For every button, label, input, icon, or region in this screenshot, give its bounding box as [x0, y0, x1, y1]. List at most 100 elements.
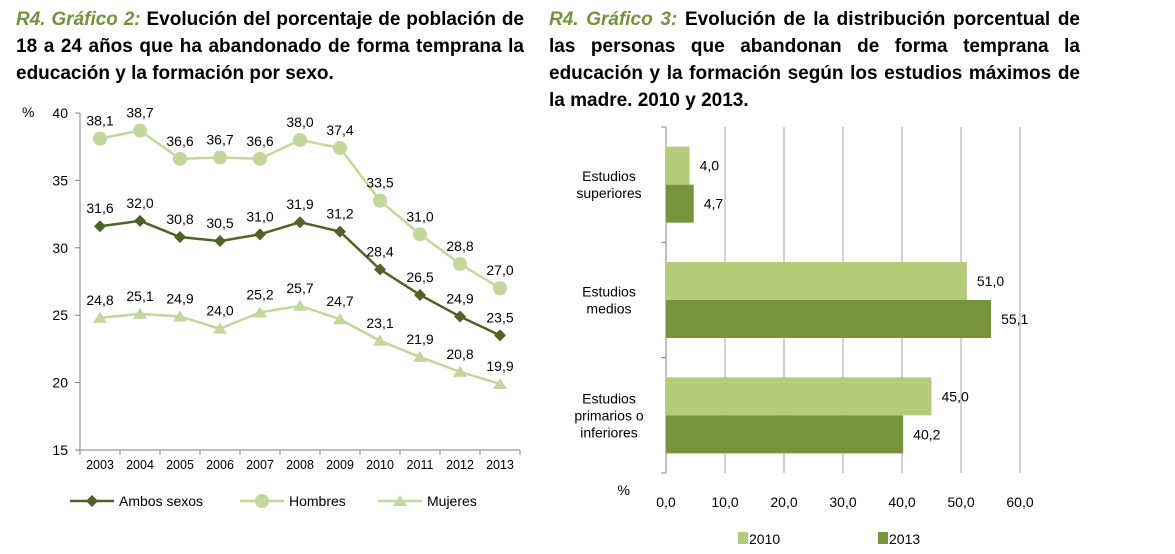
chart-1-title-tag: R4. Gráfico 2:: [16, 9, 141, 30]
point-ambos: [494, 329, 506, 342]
legend-swatch: [878, 532, 888, 544]
point-hombres: [373, 193, 387, 208]
data-label-hombres: 28,8: [446, 238, 473, 254]
point-hombres: [293, 132, 307, 147]
category-label: primarios o: [574, 407, 643, 423]
data-label-2010: 45,0: [942, 388, 969, 404]
line-chart: % 15 20 25 30 35 40 2003 2004 2005 2006 2007 2008 200…: [22, 104, 521, 509]
x-tick-label: 2004: [126, 458, 154, 472]
point-mujeres: [493, 377, 507, 389]
point-hombres: [253, 151, 267, 166]
data-label-mujeres: 24,7: [326, 293, 353, 309]
data-label-mujeres: 24,8: [86, 292, 113, 308]
chart-2-title-tag: R4. Gráfico 3:: [549, 9, 678, 30]
x-tick-label: 2008: [286, 458, 314, 472]
x-tick-label: 30,0: [829, 494, 856, 510]
data-label-ambos: 24,9: [446, 291, 473, 307]
point-mujeres: [333, 313, 347, 325]
data-label-hombres: 38,7: [126, 105, 153, 121]
data-label-hombres: 31,0: [406, 208, 433, 224]
y-tick-label: 15: [52, 442, 68, 458]
point-ambos: [334, 225, 346, 238]
data-label-mujeres: 25,7: [286, 280, 313, 296]
legend-label: 2010: [749, 531, 780, 547]
point-mujeres: [93, 311, 107, 323]
data-label-mujeres: 19,9: [486, 358, 513, 374]
data-label-2013: 4,7: [704, 196, 724, 212]
y-axis-label: %: [22, 104, 34, 120]
point-mujeres: [253, 306, 267, 318]
category-label: medios: [586, 301, 631, 317]
x-tick-label: 2003: [86, 458, 114, 472]
category-label: Estudios: [582, 168, 636, 184]
data-label-hombres: 38,0: [286, 114, 313, 130]
data-label-ambos: 32,0: [126, 195, 153, 211]
legend-item-2013: 2013: [878, 531, 920, 547]
data-label-mujeres: 21,9: [406, 331, 433, 347]
data-label-hombres: 37,4: [326, 122, 353, 138]
data-label-mujeres: 24,0: [206, 303, 233, 319]
point-ambos: [374, 263, 386, 276]
x-tick-label: 2007: [246, 458, 274, 472]
data-label-ambos: 31,9: [286, 196, 313, 212]
legend-item-hombres: Hombres: [240, 493, 346, 509]
data-label-hombres: 36,7: [206, 131, 233, 147]
category-label: inferiores: [580, 424, 638, 440]
y-tick-label: 30: [52, 240, 68, 256]
point-hombres: [413, 227, 427, 242]
data-label-hombres: 36,6: [246, 133, 273, 149]
data-label-ambos: 30,8: [166, 211, 193, 227]
point-ambos: [94, 220, 106, 233]
x-tick-label: 0,0: [656, 494, 676, 510]
point-hombres: [173, 151, 187, 166]
point-hombres: [453, 256, 467, 271]
x-tick-label: 50,0: [947, 494, 974, 510]
data-label-mujeres: 24,9: [166, 291, 193, 307]
x-tick-label: 20,0: [770, 494, 797, 510]
data-label-2010: 51,0: [977, 273, 1004, 289]
x-tick-label: 2005: [166, 458, 194, 472]
point-ambos: [214, 235, 226, 248]
x-tick-label: 2012: [446, 458, 474, 472]
point-ambos: [174, 231, 186, 244]
series-line-mujeres: [99, 304, 501, 386]
data-label-mujeres: 23,1: [366, 315, 393, 331]
legend-marker: [393, 495, 407, 506]
point-mujeres: [133, 307, 147, 319]
point-ambos: [454, 310, 466, 323]
legend-marker: [255, 494, 269, 508]
point-hombres: [333, 141, 347, 156]
point-ambos: [294, 216, 306, 229]
chart-1-title: R4. Gráfico 2: Evolución del porcentaje …: [16, 6, 524, 87]
data-label-hombres: 33,5: [366, 175, 393, 191]
legend-label: 2013: [889, 531, 920, 547]
data-label-hombres: 36,6: [166, 133, 193, 149]
point-mujeres: [453, 365, 467, 377]
x-tick-label: 10,0: [711, 494, 738, 510]
x-tick-label: 2009: [326, 458, 354, 472]
point-ambos: [134, 214, 146, 227]
y-tick-label: 20: [52, 375, 68, 391]
y-tick-label: 25: [52, 307, 68, 323]
x-tick-label: 2013: [486, 458, 514, 472]
point-mujeres: [373, 334, 387, 346]
legend-swatch: [738, 532, 748, 544]
legend-item-ambos: Ambos sexos: [70, 493, 203, 509]
data-label-ambos: 31,0: [246, 208, 273, 224]
data-label-ambos: 23,5: [486, 309, 513, 325]
chart-2-title-text: Evolución de la distribución porcentual …: [549, 9, 1080, 111]
data-label-ambos: 28,4: [366, 243, 393, 259]
data-label-ambos: 30,5: [206, 215, 233, 231]
point-hombres: [133, 123, 147, 138]
series-line-ambos: [99, 219, 501, 337]
point-hombres: [213, 150, 227, 165]
series-mujeres: 24,8 25,1 24,9 24,0 25,2 25,7 24,7 23,1 21,9 20,8…: [86, 280, 514, 389]
x-tick-label: 60,0: [1006, 494, 1033, 510]
data-label-2013: 40,2: [913, 426, 940, 442]
category-label: Estudios: [582, 390, 636, 406]
legend-label: Mujeres: [427, 493, 477, 509]
bar-2013: [666, 300, 992, 338]
point-ambos: [414, 288, 426, 301]
point-hombres: [93, 131, 107, 146]
point-mujeres: [293, 299, 307, 311]
